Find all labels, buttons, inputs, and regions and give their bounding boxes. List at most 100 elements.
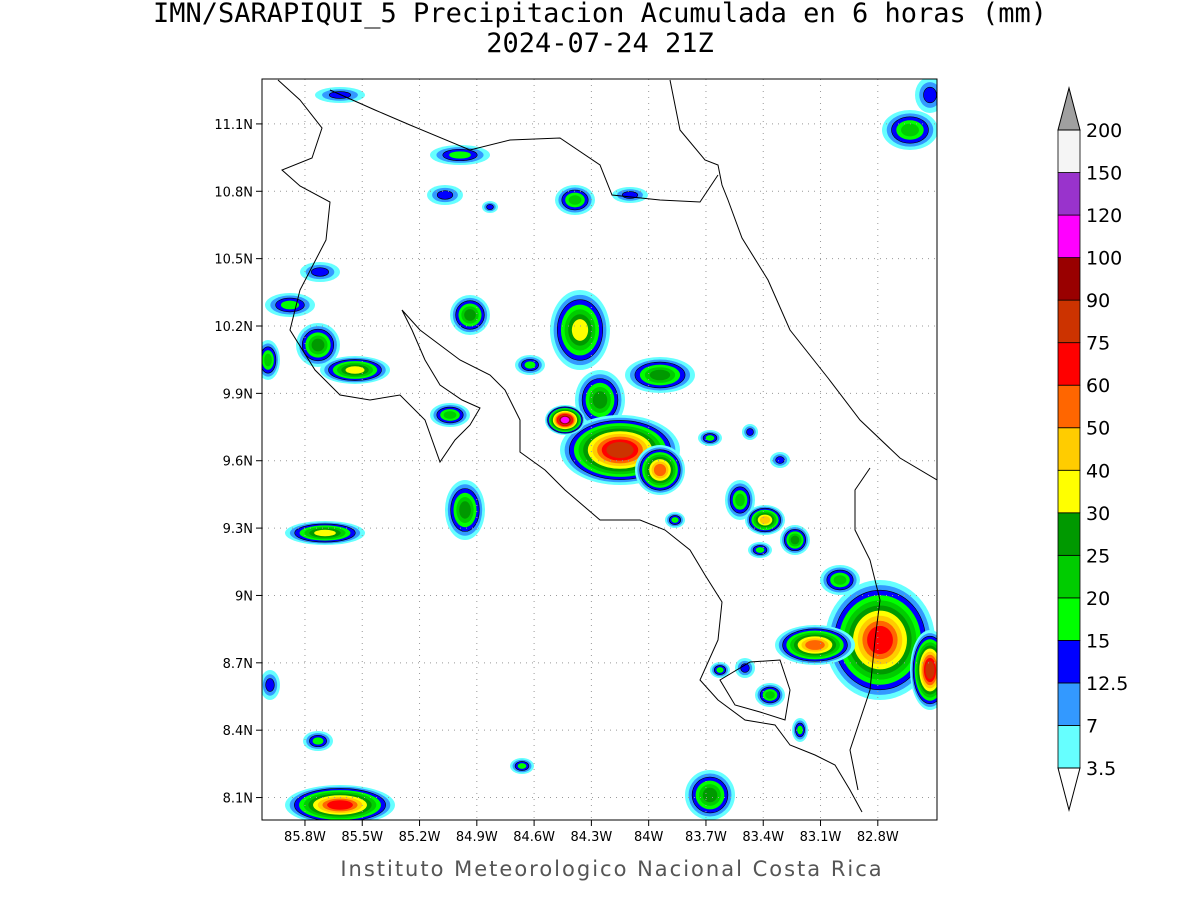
x-tick-label: 85.5W xyxy=(341,830,383,845)
precip-contour xyxy=(901,123,919,137)
colorbar-label: 200 xyxy=(1086,120,1122,142)
colorbar-box xyxy=(1057,342,1081,386)
colorbar-over xyxy=(1057,86,1081,131)
precip-contour xyxy=(805,640,825,650)
precip-contour xyxy=(705,435,715,441)
colorbar-box xyxy=(1057,512,1081,556)
colorbar-box xyxy=(1057,682,1081,726)
precip-contour xyxy=(649,369,671,381)
precip-contour xyxy=(833,575,847,585)
precip-contour xyxy=(797,725,803,735)
x-tick-label: 83.4W xyxy=(742,830,784,845)
nicaragua-border xyxy=(329,89,719,203)
colorbar-label: 7 xyxy=(1086,715,1098,737)
precip-contour xyxy=(867,625,893,655)
y-tick-label: 8.7N xyxy=(223,657,253,672)
precip-contour xyxy=(264,353,272,367)
precip-contour xyxy=(436,190,454,200)
precip-contour xyxy=(716,667,724,673)
precip-contour xyxy=(449,151,471,159)
precip-contour xyxy=(790,535,800,545)
coastlines xyxy=(277,79,937,813)
colorbar-under xyxy=(1057,767,1081,812)
colorbar-box xyxy=(1057,257,1081,301)
precip-contour xyxy=(755,547,765,553)
panama-border xyxy=(849,467,881,791)
x-tick-label: 85.8W xyxy=(284,830,326,845)
precip-contour xyxy=(746,428,754,436)
precip-contour xyxy=(311,338,325,352)
precip-contour xyxy=(464,309,476,321)
x-tick-label: 84.9W xyxy=(456,830,498,845)
colorbar-box xyxy=(1057,640,1081,684)
colorbar-label: 25 xyxy=(1086,545,1110,567)
subtitle: 2024-07-24 21Z xyxy=(486,28,714,59)
y-tick-label: 9.6N xyxy=(223,455,253,470)
precip-contour xyxy=(327,800,353,810)
colorbar-label: 90 xyxy=(1086,290,1110,312)
colorbar-box xyxy=(1057,214,1081,258)
axis-ticks: 85.8W 85.5W 85.2W 84.9W 84.6W 84.3W 84W 83.7W 83… xyxy=(214,118,899,845)
precip-contour xyxy=(459,501,471,519)
colorbar-box xyxy=(1057,427,1081,471)
precip-contour xyxy=(735,493,745,507)
y-tick-label: 9.9N xyxy=(223,387,253,402)
precip-contour xyxy=(517,763,527,769)
x-tick-label: 82.8W xyxy=(857,830,899,845)
colorbar-label: 15 xyxy=(1086,630,1110,652)
colorbar-label: 60 xyxy=(1086,375,1110,397)
precip-field xyxy=(262,79,937,820)
precip-contour xyxy=(568,195,582,205)
y-tick-label: 10.8N xyxy=(214,185,253,200)
colorbar-box xyxy=(1057,725,1081,769)
pacific-coast xyxy=(277,79,863,813)
osa-peninsula xyxy=(719,659,791,721)
precip-contour xyxy=(560,416,570,424)
precip-contour xyxy=(265,678,275,692)
colorbar-box xyxy=(1057,172,1081,216)
colorbar-label: 40 xyxy=(1086,460,1110,482)
precip-contour xyxy=(765,691,775,699)
colorbar-box xyxy=(1057,597,1081,641)
footer: Instituto Meteorologico Nacional Costa R… xyxy=(340,857,883,881)
precip-contour xyxy=(671,517,679,523)
y-tick-label: 9.3N xyxy=(223,522,253,537)
colorbar-label: 30 xyxy=(1086,503,1110,525)
colorbar-label: 12.5 xyxy=(1086,673,1128,695)
precip-contour xyxy=(524,361,536,369)
precip-contour xyxy=(923,86,937,104)
y-tick-label: 8.1N xyxy=(223,792,253,807)
precip-contour xyxy=(606,442,634,458)
colorbar-label: 3.5 xyxy=(1086,758,1116,780)
precip-contour xyxy=(592,391,608,409)
colorbar-box xyxy=(1057,129,1081,173)
caribbean-coast xyxy=(669,79,937,481)
precip-contour xyxy=(775,456,785,464)
x-tick-label: 83.7W xyxy=(685,830,727,845)
colorbar-label: 120 xyxy=(1086,205,1122,227)
y-tick-label: 11.1N xyxy=(214,118,253,133)
colorbar-label: 150 xyxy=(1086,163,1122,185)
precip-contour xyxy=(702,787,718,803)
title: IMN/SARAPIQUI_5 Precipitacion Acumulada … xyxy=(153,0,1047,29)
x-tick-label: 83.1W xyxy=(800,830,842,845)
precip-contour xyxy=(312,737,324,745)
colorbar-box xyxy=(1057,469,1081,514)
colorbar-box xyxy=(1057,384,1081,429)
x-tick-label: 84W xyxy=(634,830,664,845)
x-tick-label: 84.3W xyxy=(570,830,612,845)
colorbar-label: 100 xyxy=(1086,248,1122,270)
x-tick-label: 85.2W xyxy=(399,830,441,845)
precip-contour xyxy=(759,516,771,524)
colorbar-box xyxy=(1057,554,1081,599)
y-tick-label: 10.5N xyxy=(214,253,253,268)
colorbar: 3.5 7 12.5 15 20 25 30 40 50 60 75 90 100 120 150 200 xyxy=(1057,86,1128,812)
precip-contour xyxy=(280,300,300,310)
precip-contour xyxy=(443,411,457,419)
precip-contour xyxy=(314,529,336,537)
y-tick-label: 9N xyxy=(235,589,253,604)
precip-contour xyxy=(653,463,667,477)
y-tick-label: 10.2N xyxy=(214,320,253,335)
map-frame xyxy=(261,78,938,821)
